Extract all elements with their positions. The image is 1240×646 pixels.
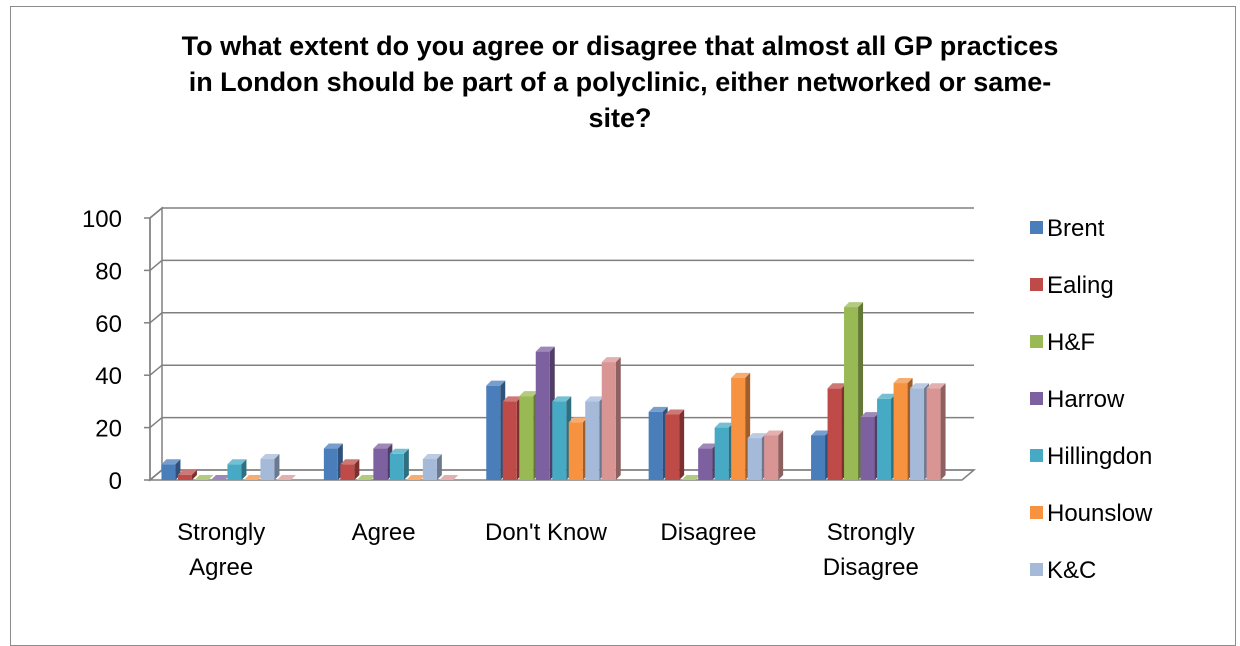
x-category-label-3: Disagree (660, 519, 756, 546)
bar-3-4 (714, 422, 734, 480)
bar-4-6 (910, 383, 930, 480)
legend-swatch-0 (1030, 221, 1043, 234)
y-tick-label-100: 100 (82, 206, 122, 233)
legend-label-2: H&F (1047, 329, 1095, 356)
bar-0-2 (194, 475, 214, 480)
legend-swatch-1 (1030, 278, 1043, 291)
y-tick-label-0: 0 (109, 468, 122, 495)
bar-2-6 (585, 396, 605, 480)
bar-4-5 (893, 378, 913, 480)
bar-3-7 (764, 430, 784, 480)
bar-0-7 (276, 475, 296, 480)
y-tick-label-80: 80 (95, 258, 122, 285)
bar-1-7 (439, 475, 459, 480)
bar-2-7 (601, 357, 621, 480)
chart-title: To what extent do you agree or disagree … (181, 31, 1059, 133)
bar-2-0 (486, 380, 506, 480)
bar-2-4 (552, 396, 572, 480)
bar-3-6 (747, 433, 767, 480)
legend-swatch-2 (1030, 335, 1043, 348)
bar-4-2 (844, 302, 864, 480)
legend-label-0: Brent (1047, 215, 1105, 242)
bar-1-0 (323, 443, 343, 480)
x-category-label-2: Don't Know (485, 519, 608, 546)
bar-1-1 (340, 459, 360, 480)
x-category-label-1: Agree (352, 519, 416, 546)
x-category-label-0: Strongly Agree (177, 519, 265, 581)
bar-1-2 (356, 475, 376, 480)
bar-4-3 (860, 412, 880, 480)
gridline-20 (149, 416, 974, 429)
bar-0-0 (161, 459, 181, 480)
gridline-60 (149, 312, 974, 324)
chart-frame (10, 6, 1236, 646)
side-wall (149, 206, 163, 482)
gridline-80 (149, 259, 974, 271)
legend-label-4: Hillingdon (1047, 443, 1152, 470)
bar-4-0 (811, 430, 831, 480)
legend-label-3: Harrow (1047, 386, 1125, 413)
y-tick-label-20: 20 (95, 416, 122, 443)
bar-1-5 (406, 475, 426, 480)
legend-swatch-6 (1030, 563, 1043, 576)
bar-1-4 (389, 448, 409, 480)
bar-3-3 (698, 443, 718, 480)
legend-label-1: Ealing (1047, 272, 1114, 299)
bar-2-2 (519, 391, 539, 480)
bar-2-1 (502, 396, 522, 480)
bar-1-3 (373, 443, 393, 480)
bar-0-4 (227, 459, 247, 480)
bar-3-2 (681, 475, 701, 480)
y-tick-label-40: 40 (95, 363, 122, 390)
gridline-100 (149, 207, 974, 219)
gridline-40 (149, 364, 974, 376)
legend-swatch-3 (1030, 392, 1043, 405)
bar-3-5 (731, 372, 751, 480)
bar-2-3 (535, 346, 555, 480)
bar-0-5 (243, 475, 263, 480)
bar-0-3 (210, 475, 230, 480)
chart-plot: 0 20 40 60 80 100 Strongly Agree Agree Don't Know… (82, 206, 1153, 584)
bar-4-1 (827, 383, 847, 480)
legend-label-6: K&C (1047, 557, 1096, 584)
bar-4-4 (877, 393, 897, 480)
bar-4-7 (926, 383, 946, 480)
bar-3-0 (648, 406, 668, 480)
bar-3-1 (665, 409, 685, 480)
legend-swatch-4 (1030, 449, 1043, 462)
bar-2-5 (568, 417, 588, 480)
legend-swatch-5 (1030, 506, 1043, 519)
bar-1-6 (422, 454, 442, 480)
bar-0-6 (260, 454, 280, 480)
y-tick-label-60: 60 (95, 311, 122, 338)
x-category-label-4: Strongly Disagree (823, 519, 919, 581)
bar-0-1 (177, 469, 197, 480)
legend-label-5: Hounslow (1047, 500, 1153, 527)
